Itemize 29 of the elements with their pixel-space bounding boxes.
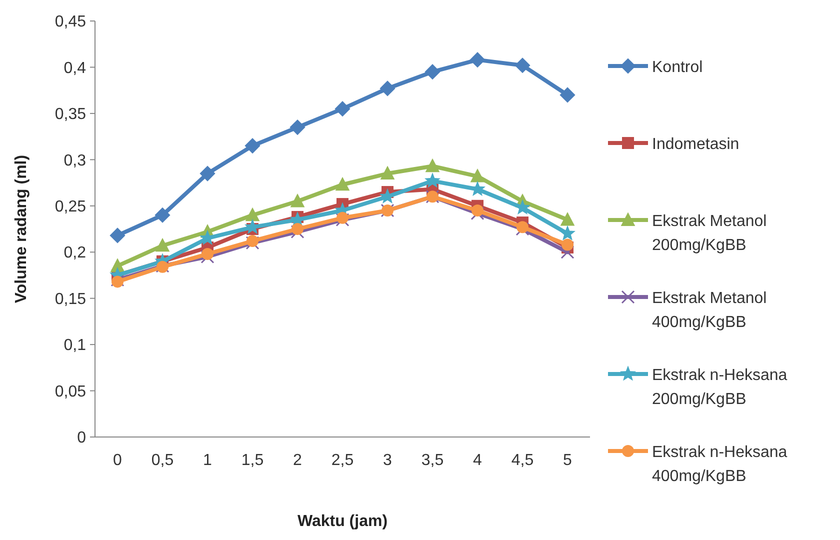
y-tick-label: 0,4 xyxy=(64,60,86,77)
x-axis-title: Waktu (jam) xyxy=(297,513,388,530)
legend-label: Ekstrak Metanol 400mg/KgBB xyxy=(652,290,767,331)
y-tick-label: 0,1 xyxy=(64,337,86,354)
legend-label: Indometasin xyxy=(652,136,740,153)
x-tick-label: 2 xyxy=(293,452,302,469)
legend-label: Ekstrak n-Heksana 200mg/KgBB xyxy=(652,367,788,408)
y-tick-label: 0,35 xyxy=(54,106,86,124)
y-axis-title: Volume radang (ml) xyxy=(13,154,30,304)
y-tick-label: 0,2 xyxy=(64,244,86,262)
y-tick-label: 0,05 xyxy=(54,383,86,400)
x-tick-label: 1 xyxy=(203,452,212,469)
x-tick-label: 4,5 xyxy=(511,452,534,469)
x-tick-label: 3 xyxy=(383,452,392,469)
y-tick-label: 0,25 xyxy=(54,198,86,216)
x-tick-label: 3,5 xyxy=(421,452,444,469)
x-tick-label: 2,5 xyxy=(331,452,354,469)
x-tick-label: 0,5 xyxy=(151,452,174,469)
legend-label: Ekstrak Metanol 200mg/KgBB xyxy=(652,213,767,254)
x-tick-label: 0 xyxy=(113,452,122,469)
y-tick-label: 0,45 xyxy=(54,14,86,31)
legend-label: Kontrol xyxy=(652,59,703,76)
y-tick-label: 0,3 xyxy=(64,152,86,170)
x-tick-label: 1,5 xyxy=(241,452,264,469)
y-tick-label: 0,15 xyxy=(54,290,86,308)
y-tick-label: 0 xyxy=(77,430,86,447)
legend-label: Ekstrak n-Heksana 400mg/KgBB xyxy=(652,444,788,485)
x-tick-label: 4 xyxy=(473,452,482,469)
x-tick-label: 5 xyxy=(563,452,572,469)
